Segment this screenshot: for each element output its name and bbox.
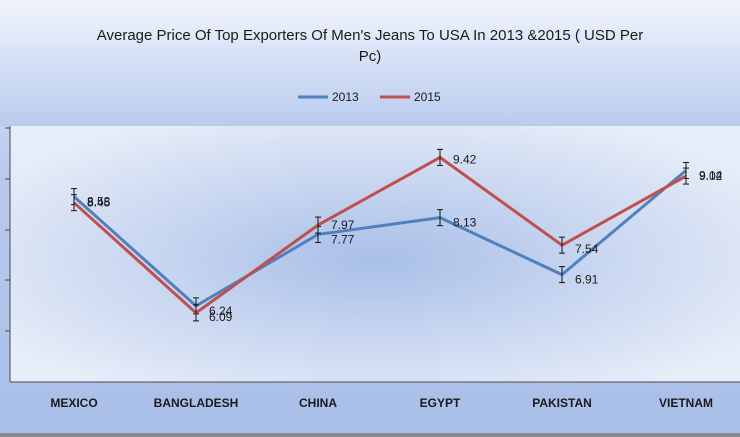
error-bar-2015-mexico	[71, 194, 77, 212]
data-label-2015-egypt: 9.42	[453, 152, 477, 166]
data-label-2015-pakistan: 7.54	[575, 242, 599, 256]
data-label-2015-china: 7.97	[331, 218, 355, 232]
category-label-pakistan: PAKISTAN	[532, 396, 592, 410]
category-labels: MEXICO BANGLADESH CHINA EGYPT PAKISTAN VIETNA…	[50, 396, 713, 410]
category-label-mexico: MEXICO	[50, 396, 97, 410]
title-area-background	[0, 0, 740, 126]
error-bar-2015-egypt	[437, 148, 443, 166]
data-label-2015-mexico: 8.45	[87, 196, 111, 210]
category-label-china: CHINA	[299, 396, 337, 410]
data-label-2015-vietnam: 9.02	[699, 169, 723, 183]
plot-area	[10, 126, 740, 382]
data-label-2013-pakistan: 6.91	[575, 273, 599, 287]
category-label-egypt: EGYPT	[420, 396, 461, 410]
legend: 2013 2015	[298, 90, 441, 104]
error-bar-2013-pakistan	[559, 266, 565, 284]
series-line-2013	[72, 169, 687, 308]
error-bar-2015-pakistan	[559, 236, 565, 254]
error-bar-2015-vietnam	[683, 167, 689, 185]
category-label-vietnam: VIETNAM	[659, 396, 713, 410]
data-label-2013-egypt: 8.13	[453, 216, 477, 230]
chart-title: Average Price Of Top Exporters Of Men's …	[97, 27, 643, 65]
error-bar-2015-china	[315, 216, 321, 234]
chart-title-line: Average Price Of Top Exporters Of Men's …	[97, 27, 643, 44]
data-label-2013-bangladesh: 6.24	[209, 304, 233, 318]
series-line-2015	[72, 155, 687, 315]
category-label-bangladesh: BANGLADESH	[154, 396, 239, 410]
legend-label-2013: 2013	[332, 90, 359, 104]
data-label-2015-bangladesh: 6.09	[209, 310, 233, 324]
data-label-2013-china: 7.77	[331, 232, 355, 246]
data-label-2013-mexico: 8.58	[87, 195, 111, 209]
error-bar-2013-egypt	[437, 209, 443, 227]
error-bar-2015-bangladesh	[193, 304, 199, 322]
series: 8.58 6.24 7.77 8.13 6.91 9.14 8.45 6.09 7.97 9.42…	[71, 148, 723, 324]
legend-label-2015: 2015	[414, 90, 441, 104]
axes	[5, 126, 740, 383]
data-label-2013-vietnam: 9.14	[699, 168, 723, 182]
chart-title-line: Pc)	[359, 48, 382, 65]
